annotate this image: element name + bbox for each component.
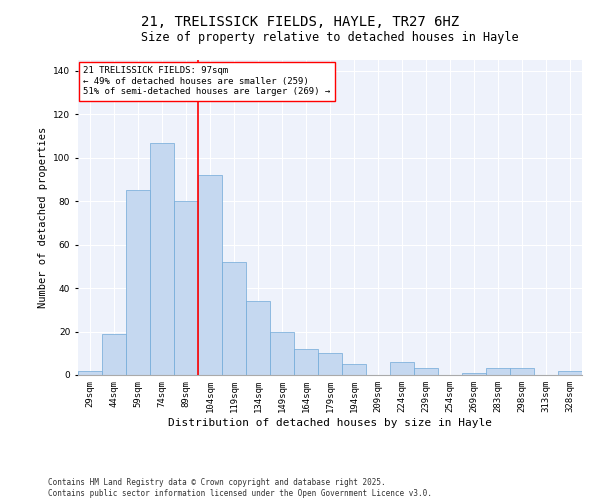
Bar <box>78 370 102 375</box>
Bar <box>222 262 246 375</box>
Bar <box>318 354 342 375</box>
Bar <box>198 175 222 375</box>
Bar <box>126 190 150 375</box>
Text: Contains HM Land Registry data © Crown copyright and database right 2025.
Contai: Contains HM Land Registry data © Crown c… <box>48 478 432 498</box>
Bar <box>462 373 486 375</box>
Bar <box>510 368 534 375</box>
Bar <box>294 349 318 375</box>
Bar <box>174 201 198 375</box>
Y-axis label: Number of detached properties: Number of detached properties <box>38 127 47 308</box>
Text: 21, TRELISSICK FIELDS, HAYLE, TR27 6HZ: 21, TRELISSICK FIELDS, HAYLE, TR27 6HZ <box>141 15 459 29</box>
Bar <box>246 301 270 375</box>
X-axis label: Distribution of detached houses by size in Hayle: Distribution of detached houses by size … <box>168 418 492 428</box>
Bar <box>150 142 174 375</box>
Bar <box>102 334 126 375</box>
Text: 21 TRELISSICK FIELDS: 97sqm
← 49% of detached houses are smaller (259)
51% of se: 21 TRELISSICK FIELDS: 97sqm ← 49% of det… <box>83 66 330 96</box>
Bar <box>414 368 438 375</box>
Bar <box>342 364 366 375</box>
Bar <box>270 332 294 375</box>
Bar <box>486 368 510 375</box>
Bar <box>390 362 414 375</box>
Bar <box>558 370 582 375</box>
Title: Size of property relative to detached houses in Hayle: Size of property relative to detached ho… <box>141 30 519 44</box>
